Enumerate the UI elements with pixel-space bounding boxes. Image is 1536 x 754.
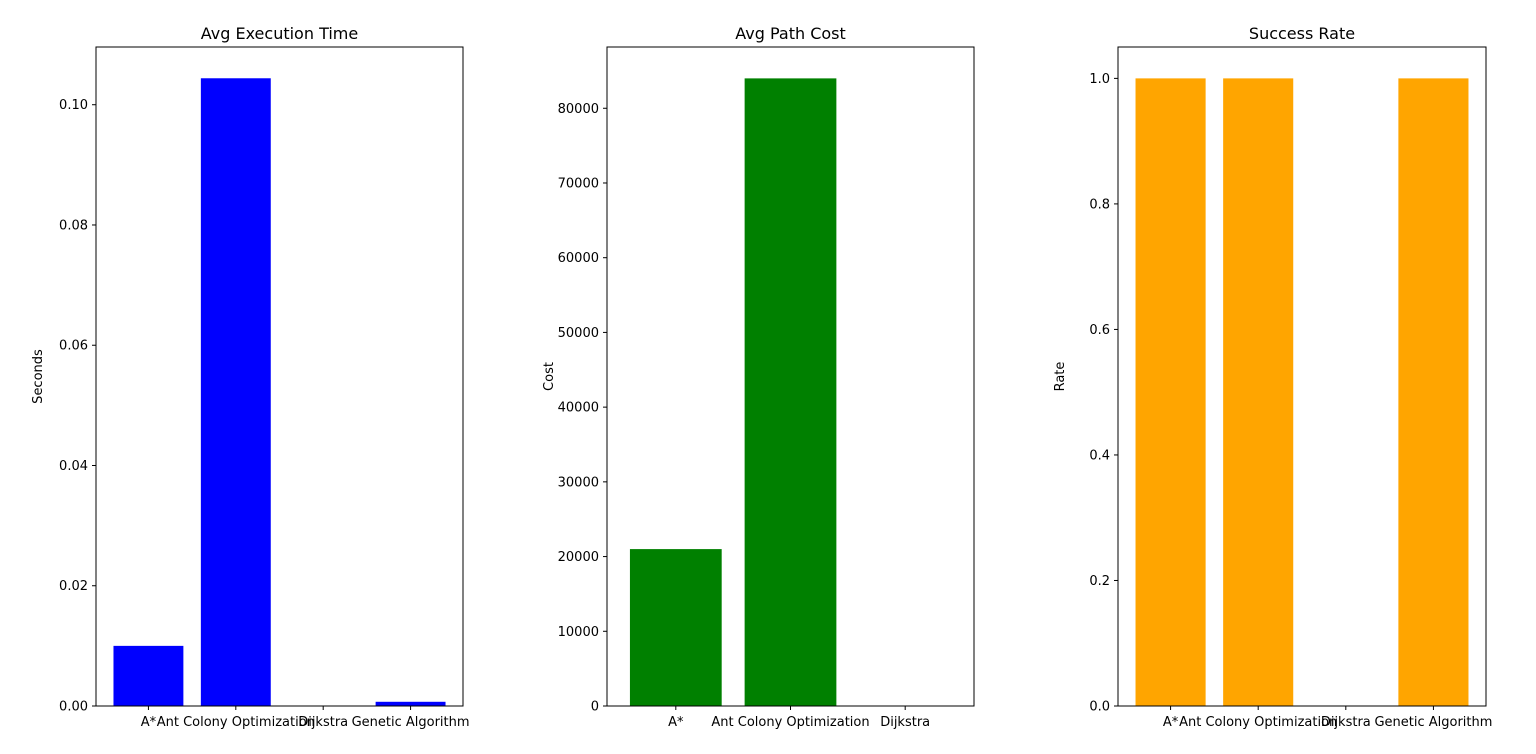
bar-genetic-algorithm bbox=[1398, 78, 1469, 706]
bar-a bbox=[1135, 78, 1206, 706]
y-axis-label: Rate bbox=[1053, 362, 1068, 392]
y-tick-label: 30000 bbox=[558, 475, 599, 490]
chart-avg-path-cost: 0 10000 20000 30000 40000 50000 60000 70000 8000… bbox=[542, 24, 975, 730]
bar-ant-colony-optimization bbox=[744, 78, 837, 706]
chart-avg-execution-time: 0.00 0.02 0.04 0.06 0.08 0.10 A* Ant Colony Opt… bbox=[31, 24, 470, 730]
x-tick-label-ant-colony-optimization: Ant Colony Optimization bbox=[157, 715, 315, 730]
y-tick-label: 0.06 bbox=[59, 339, 88, 354]
y-tick-label: 60000 bbox=[558, 251, 599, 266]
y-tick-label: 0.6 bbox=[1089, 323, 1110, 338]
y-tick-label: 50000 bbox=[558, 326, 599, 341]
y-tick-label: 80000 bbox=[558, 102, 599, 117]
chart-success-rate: 0.0 0.2 0.4 0.6 0.8 1.0 A* Ant Colony Optimizat… bbox=[1053, 24, 1492, 730]
y-tick-label: 20000 bbox=[558, 550, 599, 565]
bar-genetic-algorithm bbox=[375, 701, 446, 706]
y-tick-label: 0.08 bbox=[59, 218, 88, 233]
chart-title: Success Rate bbox=[1249, 24, 1355, 43]
x-tick-label-genetic-algorithm: Genetic Algorithm bbox=[1374, 715, 1492, 730]
y-tick-label: 0.10 bbox=[59, 98, 88, 113]
y-tick-label: 10000 bbox=[558, 625, 599, 640]
x-tick-label-dijkstra: Dijkstra bbox=[1321, 715, 1371, 730]
x-tick-label-ant-colony-optimization: Ant Colony Optimization bbox=[1179, 715, 1337, 730]
x-tick-label-dijkstra: Dijkstra bbox=[298, 715, 348, 730]
y-tick-label: 0.02 bbox=[59, 579, 88, 594]
y-tick-label: 0.04 bbox=[59, 459, 88, 474]
x-tick-label-genetic-algorithm: Genetic Algorithm bbox=[352, 715, 470, 730]
y-tick-label: 0.0 bbox=[1089, 700, 1110, 715]
y-tick-label: 0.00 bbox=[59, 700, 88, 715]
y-tick-label: 70000 bbox=[558, 176, 599, 191]
y-tick-label: 0 bbox=[591, 700, 599, 715]
x-tick-label-dijkstra: Dijkstra bbox=[880, 715, 930, 730]
bar-a bbox=[113, 645, 184, 706]
chart-title: Avg Execution Time bbox=[201, 24, 358, 43]
axes-frame bbox=[95, 46, 464, 707]
x-tick-label-ant-colony-optimization: Ant Colony Optimization bbox=[711, 715, 869, 730]
bar-ant-colony-optimization bbox=[200, 78, 271, 707]
x-tick-label-a: A* bbox=[141, 715, 157, 730]
x-tick-label-a: A* bbox=[1163, 715, 1179, 730]
y-tick-label: 0.2 bbox=[1089, 574, 1110, 589]
chart-title: Avg Path Cost bbox=[735, 24, 846, 43]
bar-a bbox=[629, 549, 722, 706]
y-tick-label: 0.8 bbox=[1089, 197, 1110, 212]
y-axis-label: Seconds bbox=[31, 349, 46, 404]
x-tick-label-a: A* bbox=[668, 715, 684, 730]
bar-ant-colony-optimization bbox=[1223, 78, 1294, 706]
y-tick-label: 0.4 bbox=[1089, 448, 1110, 463]
axes-frame bbox=[1117, 46, 1487, 707]
y-axis-label: Cost bbox=[542, 362, 557, 391]
y-tick-label: 40000 bbox=[558, 401, 599, 416]
y-tick-label: 1.0 bbox=[1089, 72, 1110, 87]
